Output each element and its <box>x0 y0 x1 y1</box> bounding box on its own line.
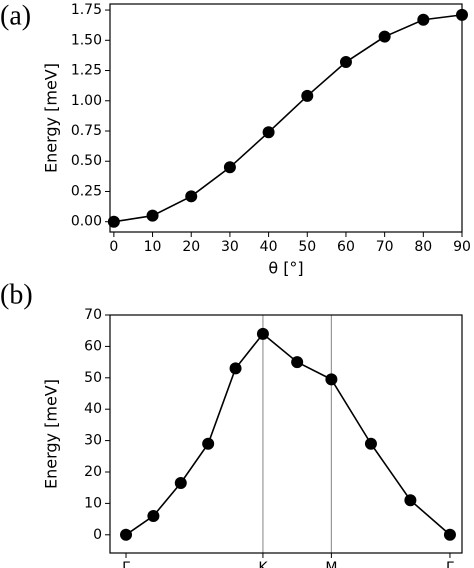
data-point <box>364 437 377 450</box>
data-point <box>146 209 159 222</box>
y-tick-label: 40 <box>84 401 102 417</box>
data-point <box>325 373 338 386</box>
y-tick-label: 0.50 <box>71 153 102 169</box>
data-point <box>291 356 304 369</box>
data-point <box>443 528 456 541</box>
y-tick-label: 1.50 <box>71 32 102 48</box>
x-tick-label: 40 <box>260 239 278 255</box>
y-tick-label: 10 <box>84 495 102 511</box>
x-tick-label: 60 <box>337 239 355 255</box>
x-tick-label: 30 <box>221 239 239 255</box>
data-point <box>202 437 215 450</box>
data-point <box>301 89 314 102</box>
x-tick-label: 70 <box>376 239 394 255</box>
x-tick-label: M <box>325 560 337 568</box>
y-tick-label: 0.25 <box>71 183 102 199</box>
y-tick-label: 1.00 <box>71 93 102 109</box>
plot-frame <box>109 3 463 233</box>
x-tick-label: Γ <box>122 560 130 568</box>
data-line <box>113 14 463 223</box>
data-point <box>262 126 275 139</box>
panel-label: (b) <box>0 279 33 310</box>
y-tick-label: 0.75 <box>71 123 102 139</box>
x-axis-label: θ [°] <box>268 259 303 278</box>
y-tick-label: 1.25 <box>71 63 102 79</box>
data-point <box>339 56 352 69</box>
x-tick-label: 90 <box>453 239 471 255</box>
data-point <box>174 476 187 489</box>
y-tick-label: 60 <box>84 338 102 354</box>
data-point <box>417 13 430 26</box>
x-tick-label: K <box>258 560 268 568</box>
y-tick-label: 20 <box>84 464 102 480</box>
y-tick-label: 50 <box>84 370 102 386</box>
x-tick-label: 0 <box>109 239 118 255</box>
y-tick-label: 0 <box>93 527 102 543</box>
data-line <box>125 332 451 536</box>
y-tick-label: 70 <box>84 307 102 323</box>
x-tick-label: Γ <box>446 560 454 568</box>
panel-label: (a) <box>0 0 31 31</box>
data-point <box>256 327 269 340</box>
data-point <box>120 528 133 541</box>
y-tick-label: 30 <box>84 433 102 449</box>
plot-frame <box>109 314 463 554</box>
x-tick-label: 50 <box>298 239 316 255</box>
x-tick-label: 10 <box>144 239 162 255</box>
y-axis-label: Energy [meV] <box>42 379 61 489</box>
data-point <box>456 8 468 21</box>
y-tick-label: 1.75 <box>71 2 102 18</box>
data-point <box>147 509 160 522</box>
data-point <box>185 190 198 203</box>
data-point <box>107 215 120 228</box>
data-point <box>404 494 417 507</box>
x-tick-label: 20 <box>182 239 200 255</box>
data-point <box>223 161 236 174</box>
x-tick-label: 80 <box>414 239 432 255</box>
data-point <box>229 362 242 375</box>
y-axis-label: Energy [meV] <box>42 63 61 173</box>
y-tick-label: 0.00 <box>71 214 102 230</box>
data-point <box>378 30 391 43</box>
